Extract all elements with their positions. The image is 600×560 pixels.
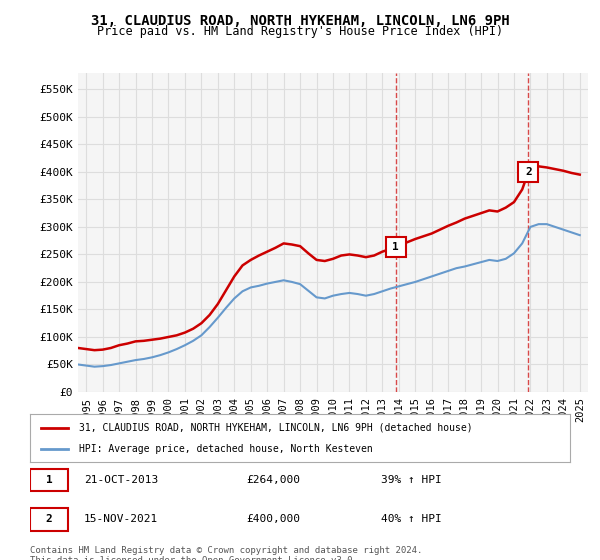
Text: 39% ↑ HPI: 39% ↑ HPI xyxy=(381,475,442,485)
FancyBboxPatch shape xyxy=(30,469,68,492)
Text: Price paid vs. HM Land Registry's House Price Index (HPI): Price paid vs. HM Land Registry's House … xyxy=(97,25,503,38)
Text: 1: 1 xyxy=(392,242,399,251)
Text: 1: 1 xyxy=(46,475,52,485)
Text: 31, CLAUDIUS ROAD, NORTH HYKEHAM, LINCOLN, LN6 9PH (detached house): 31, CLAUDIUS ROAD, NORTH HYKEHAM, LINCOL… xyxy=(79,423,472,433)
Text: £400,000: £400,000 xyxy=(246,515,300,525)
Text: HPI: Average price, detached house, North Kesteven: HPI: Average price, detached house, Nort… xyxy=(79,444,373,454)
Text: £264,000: £264,000 xyxy=(246,475,300,485)
Text: 15-NOV-2021: 15-NOV-2021 xyxy=(84,515,158,525)
Text: 31, CLAUDIUS ROAD, NORTH HYKEHAM, LINCOLN, LN6 9PH: 31, CLAUDIUS ROAD, NORTH HYKEHAM, LINCOL… xyxy=(91,14,509,28)
Text: 21-OCT-2013: 21-OCT-2013 xyxy=(84,475,158,485)
FancyBboxPatch shape xyxy=(30,508,68,531)
Text: 40% ↑ HPI: 40% ↑ HPI xyxy=(381,515,442,525)
Text: 2: 2 xyxy=(46,515,52,525)
Text: Contains HM Land Registry data © Crown copyright and database right 2024.
This d: Contains HM Land Registry data © Crown c… xyxy=(30,546,422,560)
Text: 2: 2 xyxy=(525,167,532,177)
